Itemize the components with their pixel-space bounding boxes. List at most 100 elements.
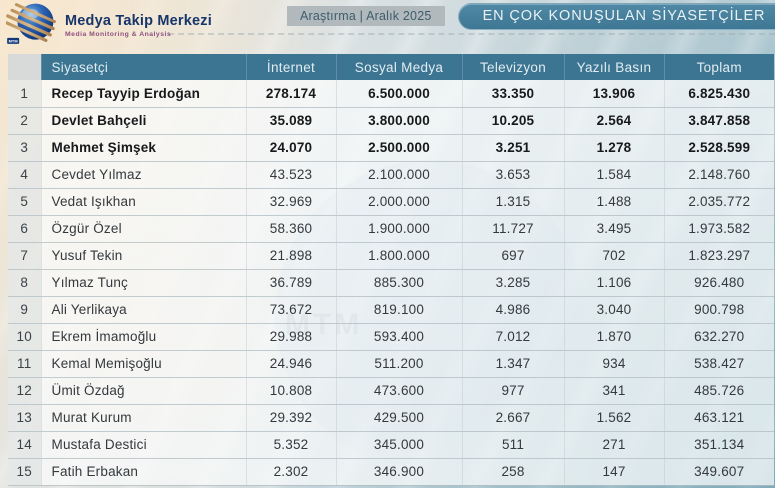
header-divider <box>168 33 775 35</box>
cell-yazili-basin: 3.040 <box>563 296 664 324</box>
cell-name: Mehmet Şimşek <box>40 134 246 162</box>
cell-internet: 58.360 <box>245 215 336 243</box>
cell-televizyon: 511 <box>461 431 564 459</box>
cell-yazili-basin: 13.906 <box>563 80 664 108</box>
cell-yazili-basin: 934 <box>563 350 664 378</box>
cell-name: Kemal Memişoğlu <box>40 350 246 378</box>
cell-internet: 32.969 <box>245 188 336 216</box>
cell-sosyal-medya: 2.500.000 <box>335 134 462 162</box>
brand-name: Medya Takip Merkezi <box>65 12 212 29</box>
logo-mtm-text: MTM <box>9 39 19 44</box>
cell-rank: 1 <box>8 80 41 108</box>
cell-televizyon: 11.727 <box>461 215 564 243</box>
cell-name: Özgür Özel <box>40 215 246 243</box>
cell-rank: 15 <box>8 458 41 486</box>
cell-internet: 10.808 <box>245 377 336 405</box>
cell-sosyal-medya: 346.900 <box>335 458 462 486</box>
cell-yazili-basin: 1.584 <box>563 161 664 189</box>
cell-internet: 36.789 <box>245 269 336 297</box>
cell-rank: 13 <box>8 404 41 432</box>
table-row: 1 Recep Tayyip Erdoğan 278.174 6.500.000 33.… <box>8 80 774 108</box>
cell-rank: 7 <box>8 242 41 270</box>
cell-yazili-basin: 147 <box>563 458 664 486</box>
cell-sosyal-medya: 1.900.000 <box>335 215 462 243</box>
table-header-row: Siyasetçi İnternet Sosyal Medya Televizy… <box>8 54 774 80</box>
cell-internet: 24.946 <box>245 350 336 378</box>
cell-televizyon: 1.347 <box>461 350 564 378</box>
cell-rank: 2 <box>8 107 41 135</box>
cell-name: Yusuf Tekin <box>40 242 246 270</box>
cell-toplam: 2.528.599 <box>663 134 774 162</box>
cell-toplam: 463.121 <box>663 404 774 432</box>
cell-yazili-basin: 3.495 <box>563 215 664 243</box>
cell-name: Yılmaz Tunç <box>40 269 246 297</box>
cell-toplam: 485.726 <box>663 377 774 405</box>
cell-rank: 3 <box>8 134 41 162</box>
table-row: 11 Kemal Memişoğlu 24.946 511.200 1.347 934 53… <box>8 350 774 378</box>
cell-sosyal-medya: 885.300 <box>335 269 462 297</box>
table-row: 8 Yılmaz Tunç 36.789 885.300 3.285 1.106 926.4… <box>8 269 774 297</box>
table-row: 10 Ekrem İmamoğlu 29.988 593.400 7.012 1.870 6… <box>8 323 774 351</box>
brand: MTM Medya Takip Merkezi Media Monitoring… <box>6 1 212 49</box>
col-toplam: Toplam <box>663 54 774 80</box>
cell-name: Fatih Erbakan <box>40 458 246 486</box>
research-period-badge: Araştırma | Aralık 2025 <box>287 6 445 26</box>
cell-toplam: 1.823.297 <box>663 242 774 270</box>
cell-toplam: 2.035.772 <box>663 188 774 216</box>
cell-rank: 11 <box>8 350 41 378</box>
cell-televizyon: 4.986 <box>461 296 564 324</box>
cell-internet: 2.302 <box>245 458 336 486</box>
cell-toplam: 2.148.760 <box>663 161 774 189</box>
cell-sosyal-medya: 473.600 <box>335 377 462 405</box>
cell-rank: 5 <box>8 188 41 216</box>
brand-text: Medya Takip Merkezi Media Monitoring & A… <box>65 13 212 38</box>
cell-internet: 73.672 <box>245 296 336 324</box>
cell-name: Mustafa Destici <box>40 431 246 459</box>
cell-sosyal-medya: 819.100 <box>335 296 462 324</box>
cell-rank: 14 <box>8 431 41 459</box>
cell-name: Cevdet Yılmaz <box>40 161 246 189</box>
table-row: 7 Yusuf Tekin 21.898 1.800.000 697 702 1.823.2… <box>8 242 774 270</box>
cell-toplam: 538.427 <box>663 350 774 378</box>
cell-televizyon: 10.205 <box>461 107 564 135</box>
cell-internet: 29.392 <box>245 404 336 432</box>
cell-televizyon: 1.315 <box>461 188 564 216</box>
cell-yazili-basin: 1.562 <box>563 404 664 432</box>
cell-internet: 278.174 <box>245 80 336 108</box>
cell-sosyal-medya: 1.800.000 <box>335 242 462 270</box>
cell-toplam: 926.480 <box>663 269 774 297</box>
cell-yazili-basin: 1.870 <box>563 323 664 351</box>
cell-sosyal-medya: 2.000.000 <box>335 188 462 216</box>
col-sosyal-medya: Sosyal Medya <box>335 54 462 80</box>
cell-name: Ali Yerlikaya <box>40 296 246 324</box>
cell-name: Ümit Özdağ <box>40 377 246 405</box>
cell-rank: 6 <box>8 215 41 243</box>
cell-televizyon: 258 <box>461 458 564 486</box>
cell-sosyal-medya: 511.200 <box>335 350 462 378</box>
col-yazili-basin: Yazılı Basın <box>563 54 664 80</box>
cell-televizyon: 33.350 <box>461 80 564 108</box>
col-siyasetci: Siyasetçi <box>40 54 246 80</box>
cell-internet: 35.089 <box>245 107 336 135</box>
cell-sosyal-medya: 429.500 <box>335 404 462 432</box>
table-row: 9 Ali Yerlikaya 73.672 819.100 4.986 3.040 900… <box>8 296 774 324</box>
cell-yazili-basin: 271 <box>563 431 664 459</box>
cell-toplam: 6.825.430 <box>663 80 774 108</box>
mtm-globe-logo-icon: MTM <box>6 3 56 44</box>
cell-rank: 9 <box>8 296 41 324</box>
politicians-table: Siyasetçi İnternet Sosyal Medya Televizy… <box>8 54 774 486</box>
cell-rank: 12 <box>8 377 41 405</box>
col-rank <box>8 54 41 80</box>
cell-name: Murat Kurum <box>40 404 246 432</box>
cell-name: Ekrem İmamoğlu <box>40 323 246 351</box>
table-row: 14 Mustafa Destici 5.352 345.000 511 271 351.1… <box>8 431 774 459</box>
cell-televizyon: 2.667 <box>461 404 564 432</box>
cell-televizyon: 3.251 <box>461 134 564 162</box>
table-row: 15 Fatih Erbakan 2.302 346.900 258 147 349.607 <box>8 458 774 486</box>
cell-name: Recep Tayyip Erdoğan <box>40 80 246 108</box>
table-row: 6 Özgür Özel 58.360 1.900.000 11.727 3.495 1.9… <box>8 215 774 243</box>
cell-televizyon: 697 <box>461 242 564 270</box>
cell-yazili-basin: 1.278 <box>563 134 664 162</box>
cell-sosyal-medya: 593.400 <box>335 323 462 351</box>
cell-sosyal-medya: 6.500.000 <box>335 80 462 108</box>
